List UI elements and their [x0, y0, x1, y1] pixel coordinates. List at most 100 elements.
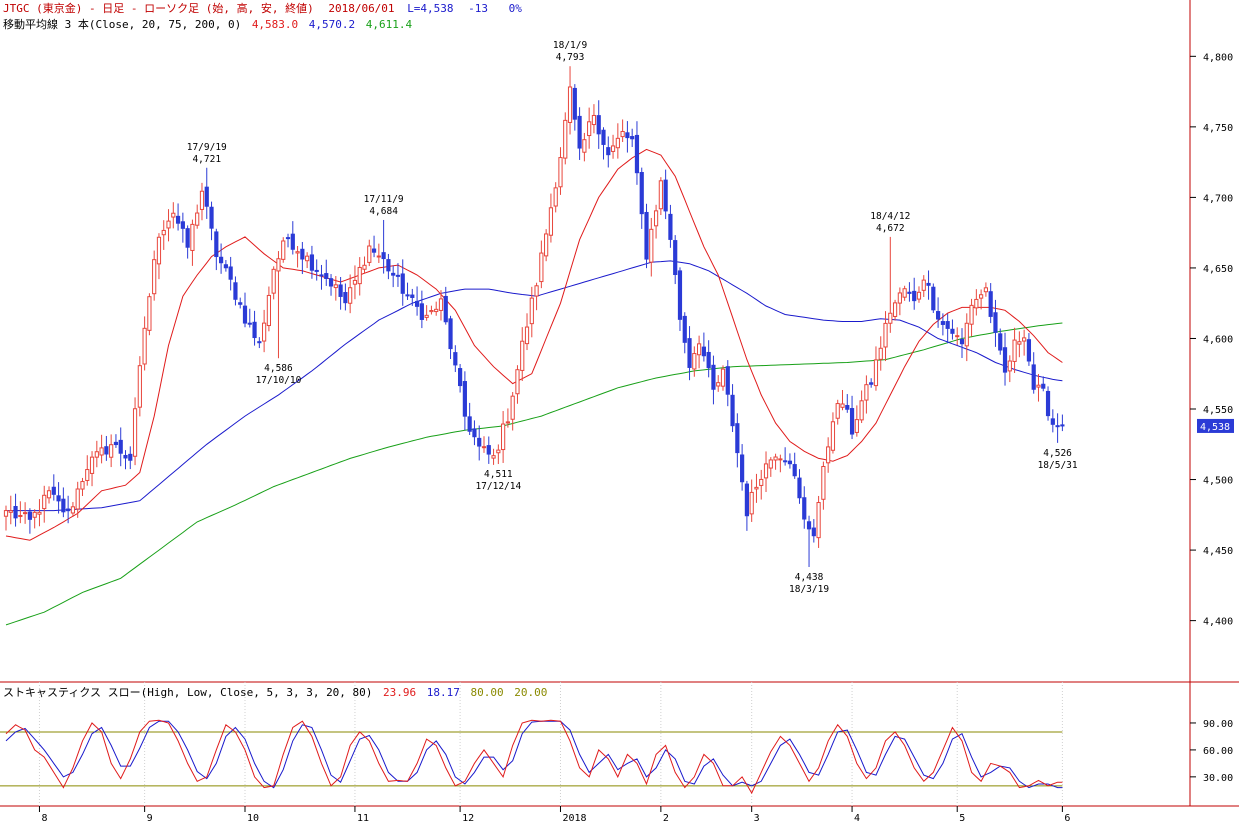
annotation-layer: 17/9/194,721 17/11/94,684 18/1/94,793 18/4/… — [187, 40, 1078, 595]
candle — [1060, 414, 1065, 432]
candle-body — [290, 233, 295, 250]
candle-body — [1045, 390, 1051, 417]
candle-body — [658, 180, 663, 210]
candle — [367, 239, 372, 267]
candle — [744, 480, 749, 531]
candle — [132, 397, 138, 466]
candle — [300, 241, 305, 275]
candle-body — [558, 157, 563, 188]
candle-body — [209, 206, 214, 229]
candle-body — [1031, 364, 1036, 390]
candle-body — [993, 312, 998, 333]
candle — [3, 505, 9, 531]
candle — [195, 204, 200, 229]
candle-body — [13, 505, 18, 519]
candle-body — [505, 421, 510, 424]
candle — [845, 394, 850, 413]
candle — [209, 201, 214, 241]
candle — [658, 177, 663, 216]
stoch-k-line — [5, 719, 1063, 795]
candle — [505, 408, 510, 428]
annotation-value: 4,793 — [556, 52, 585, 63]
candle-body — [233, 282, 238, 300]
candle-body — [8, 510, 13, 513]
candle — [252, 310, 257, 346]
candle — [706, 340, 711, 378]
candle — [147, 293, 152, 336]
ma75-line — [6, 260, 1063, 512]
time-tick-label: 2018 — [562, 813, 586, 823]
candle-body — [1050, 418, 1055, 425]
candle-body — [32, 511, 37, 518]
candle-body — [553, 187, 558, 207]
candle — [701, 332, 706, 362]
ma-label: 移動平均線 3 本(Close, 20, 75, 200, 0) — [3, 17, 241, 31]
price-tick-label: 4,550 — [1203, 405, 1233, 416]
annotation-date: 18/3/19 — [789, 584, 829, 595]
candle-body — [811, 527, 816, 537]
candle — [491, 448, 496, 465]
candle — [735, 413, 740, 468]
candle-body — [854, 419, 859, 433]
candle — [950, 319, 955, 340]
candle-body — [634, 134, 640, 174]
candle — [979, 289, 984, 310]
candle-body — [448, 318, 453, 350]
candle — [596, 100, 601, 149]
candle — [281, 237, 286, 263]
candle — [400, 259, 405, 306]
candle — [716, 375, 721, 392]
candle — [123, 450, 128, 470]
candle-body — [319, 274, 324, 277]
candle-body — [625, 132, 630, 139]
candle — [697, 335, 702, 369]
candlestick-layer — [3, 66, 1065, 568]
candle — [974, 289, 979, 316]
candle — [481, 436, 487, 453]
candle — [185, 225, 190, 259]
candle-body — [830, 421, 836, 451]
candle — [959, 328, 965, 358]
candle — [524, 313, 530, 351]
candle-body — [328, 278, 334, 287]
time-tick-label: 5 — [959, 813, 965, 823]
candle — [625, 121, 630, 153]
candle — [89, 451, 95, 487]
candle-body — [802, 497, 807, 520]
candle — [797, 469, 802, 504]
candle — [204, 167, 209, 219]
candle-body — [515, 369, 520, 395]
candle — [290, 221, 295, 255]
candle — [271, 266, 276, 300]
candle — [257, 337, 262, 349]
candle-body — [859, 400, 864, 421]
candle — [816, 495, 821, 548]
candle-body — [706, 351, 711, 369]
candle — [567, 66, 573, 135]
candle-body — [959, 339, 965, 345]
candle — [811, 519, 816, 543]
candle-body — [849, 408, 855, 435]
candle-body — [873, 359, 879, 387]
candle-body — [252, 321, 257, 339]
candle — [888, 236, 893, 333]
candle — [80, 477, 85, 497]
candle — [921, 275, 926, 297]
candle — [32, 509, 37, 529]
candle-body — [768, 459, 773, 469]
candle — [443, 286, 448, 325]
candle-body — [242, 305, 248, 324]
candle — [553, 182, 558, 213]
candle — [993, 299, 998, 347]
candle — [501, 411, 506, 463]
candle — [348, 274, 353, 314]
candle-body — [591, 114, 597, 126]
candle-body — [1055, 425, 1060, 428]
candle — [295, 245, 300, 268]
candle-body — [467, 416, 472, 432]
candle-body — [668, 213, 673, 240]
candle — [70, 502, 76, 517]
candle — [644, 203, 649, 269]
